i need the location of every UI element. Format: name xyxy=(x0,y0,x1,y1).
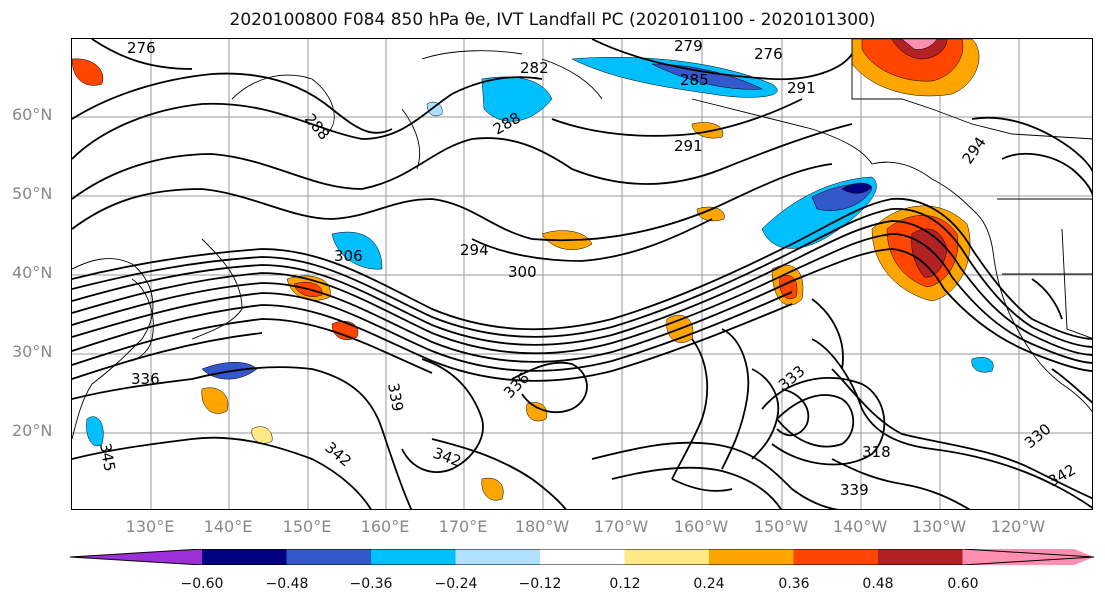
colorbar-tick-minus-012: −0.12 xyxy=(518,576,562,592)
contour-label-291-central: 291 xyxy=(674,137,703,155)
colorbar-tick-minus-036: −0.36 xyxy=(349,576,393,592)
lat-label-60n: 60°N xyxy=(12,105,53,124)
colorbar-tick-minus-060: −0.60 xyxy=(180,576,224,592)
contour-label-342-central: 342 xyxy=(321,438,355,470)
colorbar-cell xyxy=(878,549,963,565)
colorbar-cell xyxy=(793,549,878,565)
colorbar-tick-minus-048: −0.48 xyxy=(265,576,309,592)
contour-label-294-central: 294 xyxy=(460,241,489,259)
colorbar-extend-low xyxy=(70,549,202,565)
lat-label-40n: 40°N xyxy=(12,263,53,282)
lon-label-170w: 170°W xyxy=(593,517,649,536)
theta-e-contours xyxy=(72,39,1092,509)
theta-e-contour-map: 276 276 279 282 285 288 288 291 291 294 … xyxy=(72,39,1092,509)
contour-label-318: 318 xyxy=(862,443,891,461)
lon-label-140e: 140°E xyxy=(203,517,253,536)
contour-label-282: 282 xyxy=(520,59,549,77)
colorbar-tick-012: 0.12 xyxy=(609,576,641,592)
lon-label-170e: 170°E xyxy=(438,517,488,536)
contour-label-276-west: 276 xyxy=(127,39,156,57)
lon-label-160e: 160°E xyxy=(360,517,410,536)
colorbar-cell xyxy=(202,549,287,565)
coastlines xyxy=(72,39,1092,440)
contour-label-279-north: 279 xyxy=(674,39,703,55)
contour-label-306: 306 xyxy=(334,247,363,265)
colorbar-tick-060: 0.60 xyxy=(947,576,979,592)
colorbar xyxy=(70,549,1095,565)
contour-label-339-east: 339 xyxy=(840,481,869,499)
colorbar-outline xyxy=(70,549,1095,565)
lon-label-150w: 150°W xyxy=(753,517,809,536)
colorbar-cell xyxy=(286,549,371,565)
contour-label-342-east: 342 xyxy=(1045,461,1079,491)
contour-label-333: 333 xyxy=(775,362,809,394)
colorbar-extend-high xyxy=(962,549,1094,565)
lon-label-160w: 160°W xyxy=(673,517,729,536)
lon-label-150e: 150°E xyxy=(282,517,332,536)
graticule xyxy=(72,39,1092,509)
contour-label-339-central: 339 xyxy=(384,382,407,413)
map-panel: 276 276 279 282 285 288 288 291 291 294 … xyxy=(71,38,1093,510)
contour-label-342-mid: 342 xyxy=(431,444,464,471)
contour-label-300: 300 xyxy=(508,263,537,281)
colorbar-cell xyxy=(455,549,540,565)
contour-label-276-north: 276 xyxy=(754,45,783,63)
lon-label-180w: 180°W xyxy=(514,517,570,536)
contour-label-291-north: 291 xyxy=(787,79,816,97)
contour-label-345: 345 xyxy=(96,442,119,473)
colorbar-tick-036: 0.36 xyxy=(778,576,810,592)
colorbar-tick-048: 0.48 xyxy=(862,576,894,592)
contour-label-336-central: 336 xyxy=(500,369,533,402)
lon-label-140w: 140°W xyxy=(832,517,888,536)
lon-label-130w: 130°W xyxy=(911,517,967,536)
lat-label-30n: 30°N xyxy=(12,342,53,361)
contour-label-330: 330 xyxy=(1021,420,1055,452)
colorbar-tick-024: 0.24 xyxy=(693,576,725,592)
colorbar-cells xyxy=(70,549,1095,565)
colorbar-cell xyxy=(540,549,625,565)
colorbar-tick-minus-024: −0.24 xyxy=(434,576,478,592)
contour-label-294-east: 294 xyxy=(959,134,990,168)
colorbar-cell xyxy=(709,549,794,565)
colorbar-cell xyxy=(371,549,456,565)
negative-anomaly-shading xyxy=(86,57,994,447)
contour-label-336-west: 336 xyxy=(131,370,160,388)
contour-label-288-west: 288 xyxy=(301,110,333,144)
colorbar-cell xyxy=(624,549,709,565)
lat-label-20n: 20°N xyxy=(12,421,53,440)
map-title: 2020100800 F084 850 hPa θe, IVT Landfall… xyxy=(229,10,876,30)
lat-label-50n: 50°N xyxy=(12,184,53,203)
lon-label-130e: 130°E xyxy=(125,517,175,536)
lon-label-120w: 120°W xyxy=(990,517,1046,536)
contour-label-285: 285 xyxy=(680,71,709,89)
